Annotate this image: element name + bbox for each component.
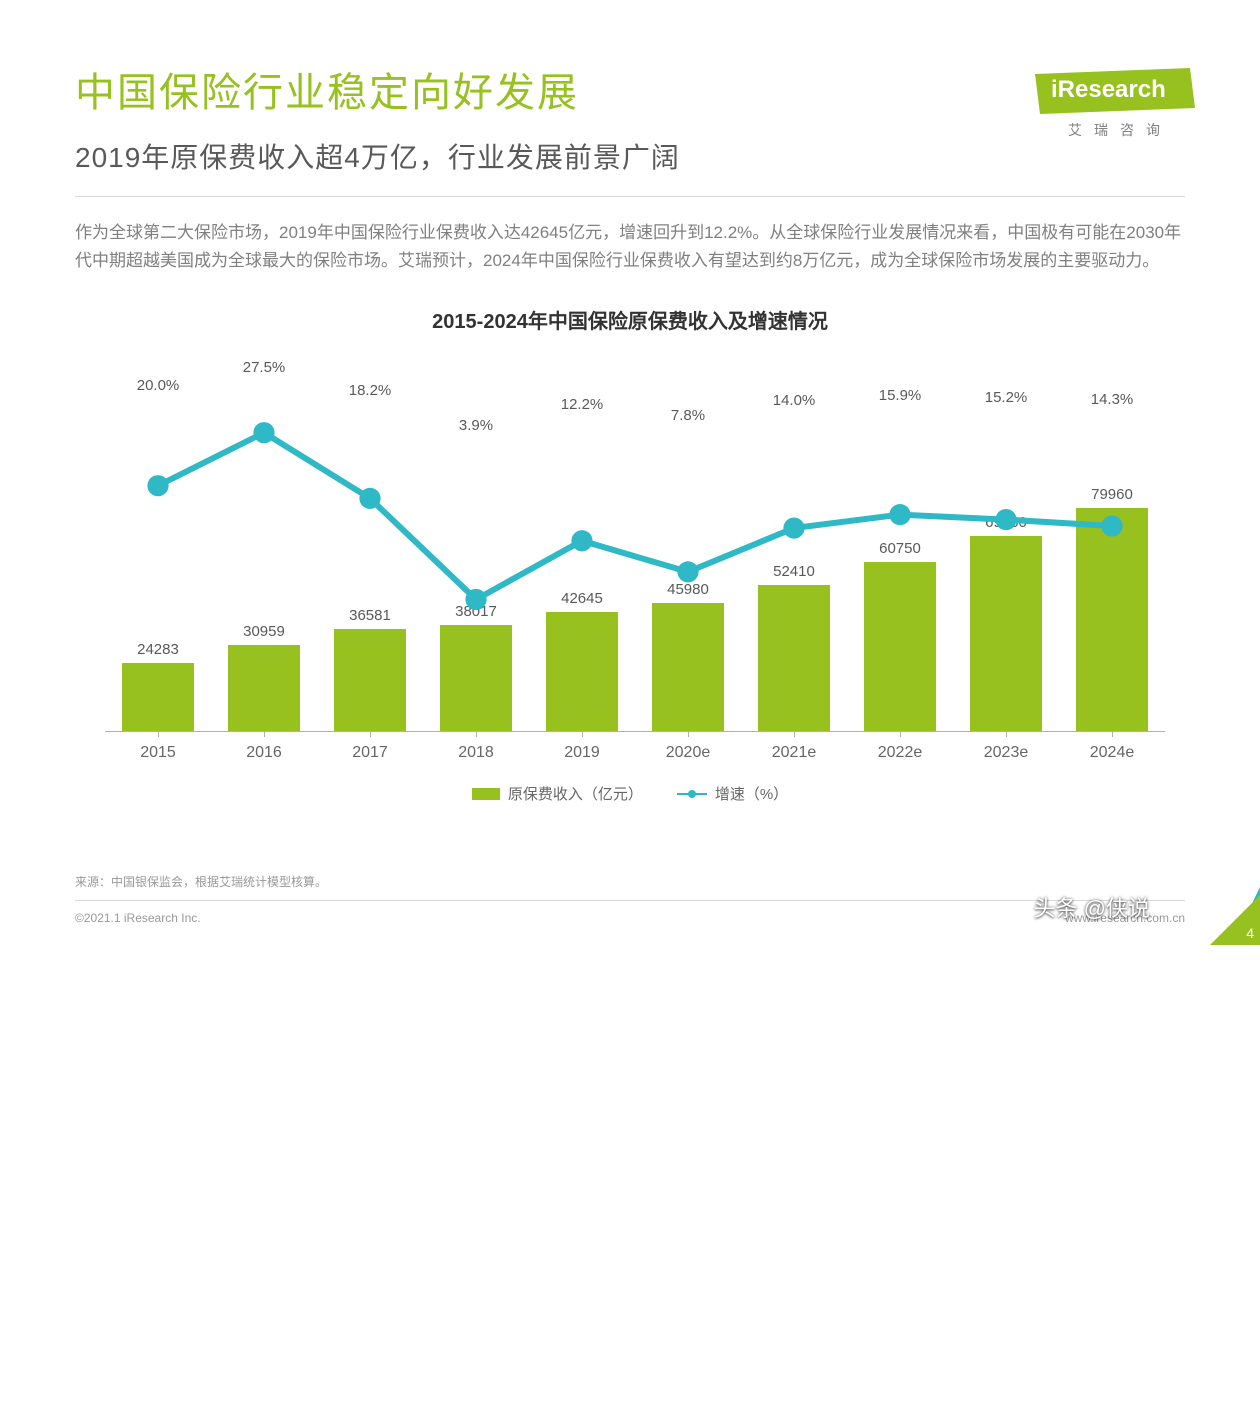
- axis-tick: [1112, 731, 1113, 737]
- legend-line-label: 增速（%）: [715, 783, 788, 804]
- x-label: 2024e: [1059, 744, 1165, 762]
- watermark: 头条 @侠说: [1034, 891, 1150, 923]
- slide-page: 中国保险行业稳定向好发展 2019年原保费收入超4万亿，行业发展前景广阔 iRe…: [0, 0, 1260, 945]
- line-value-label: 12.2%: [561, 396, 604, 413]
- x-label: 2015: [105, 744, 211, 762]
- body-paragraph: 作为全球第二大保险市场，2019年中国保险行业保费收入达42645亿元，增速回升…: [75, 219, 1185, 275]
- x-label: 2016: [211, 744, 317, 762]
- legend-bar: 原保费收入（亿元）: [472, 783, 643, 804]
- x-label: 2020e: [635, 744, 741, 762]
- line-value-label: 18.2%: [349, 382, 392, 399]
- legend-line-swatch: [677, 793, 707, 795]
- logo-prefix: i: [1051, 76, 1058, 103]
- logo-word: Research: [1058, 76, 1166, 103]
- x-label: 2018: [423, 744, 529, 762]
- logo-graphic: iResearch: [1035, 68, 1195, 114]
- chart: 2428330959365813801742645459805241060750…: [75, 342, 1185, 812]
- axis-tick: [476, 731, 477, 737]
- legend-bar-swatch: [472, 788, 500, 800]
- chart-title: 2015-2024年中国保险原保费收入及增速情况: [75, 305, 1185, 334]
- axis-tick: [794, 731, 795, 737]
- subtitle: 2019年原保费收入超4万亿，行业发展前景广阔: [75, 136, 1035, 176]
- line-value-label: 7.8%: [671, 407, 705, 424]
- main-title: 中国保险行业稳定向好发展: [75, 60, 1035, 118]
- title-rule: [75, 196, 1185, 197]
- line-value-label: 3.9%: [459, 417, 493, 434]
- axis-tick: [264, 731, 265, 737]
- logo-subtitle: 艾瑞咨询: [1035, 120, 1195, 140]
- x-label: 2022e: [847, 744, 953, 762]
- logo-text: iResearch: [1051, 76, 1166, 104]
- axis-tick: [1006, 731, 1007, 737]
- footer-row: ©2021.1 iResearch Inc. www.iresearch.com…: [75, 911, 1185, 925]
- header: 中国保险行业稳定向好发展 2019年原保费收入超4万亿，行业发展前景广阔 iRe…: [75, 60, 1185, 176]
- title-block: 中国保险行业稳定向好发展 2019年原保费收入超4万亿，行业发展前景广阔: [75, 60, 1035, 176]
- x-axis-labels: 201520162017201820192020e2021e2022e2023e…: [105, 744, 1165, 762]
- axis-tick: [158, 731, 159, 737]
- logo: iResearch 艾瑞咨询: [1035, 68, 1195, 140]
- plot-area: 2428330959365813801742645459805241060750…: [105, 362, 1165, 732]
- legend-line: 增速（%）: [677, 783, 788, 804]
- line-value-label: 27.5%: [243, 359, 286, 376]
- x-label: 2023e: [953, 744, 1059, 762]
- line-value-label: 14.3%: [1091, 391, 1134, 408]
- x-label: 2021e: [741, 744, 847, 762]
- axis-tick: [582, 731, 583, 737]
- line-labels-layer: 20.0% 27.5% 18.2% 3.9% 12.2% 7.8% 14.0% 15.9% 15…: [105, 362, 1165, 731]
- line-value-label: 15.9%: [879, 387, 922, 404]
- source-text: 来源：中国银保监会，根据艾瑞统计模型核算。: [75, 873, 1185, 901]
- axis-tick: [370, 731, 371, 737]
- page-number: 4: [1246, 925, 1254, 941]
- legend-bar-label: 原保费收入（亿元）: [508, 783, 643, 804]
- footer: 来源：中国银保监会，根据艾瑞统计模型核算。 ©2021.1 iResearch …: [75, 873, 1185, 925]
- axis-tick: [688, 731, 689, 737]
- line-value-label: 15.2%: [985, 389, 1028, 406]
- axis-tick: [900, 731, 901, 737]
- x-label: 2019: [529, 744, 635, 762]
- line-value-label: 20.0%: [137, 377, 180, 394]
- x-label: 2017: [317, 744, 423, 762]
- legend: 原保费收入（亿元） 增速（%）: [75, 783, 1185, 804]
- copyright: ©2021.1 iResearch Inc.: [75, 911, 201, 925]
- line-value-label: 14.0%: [773, 392, 816, 409]
